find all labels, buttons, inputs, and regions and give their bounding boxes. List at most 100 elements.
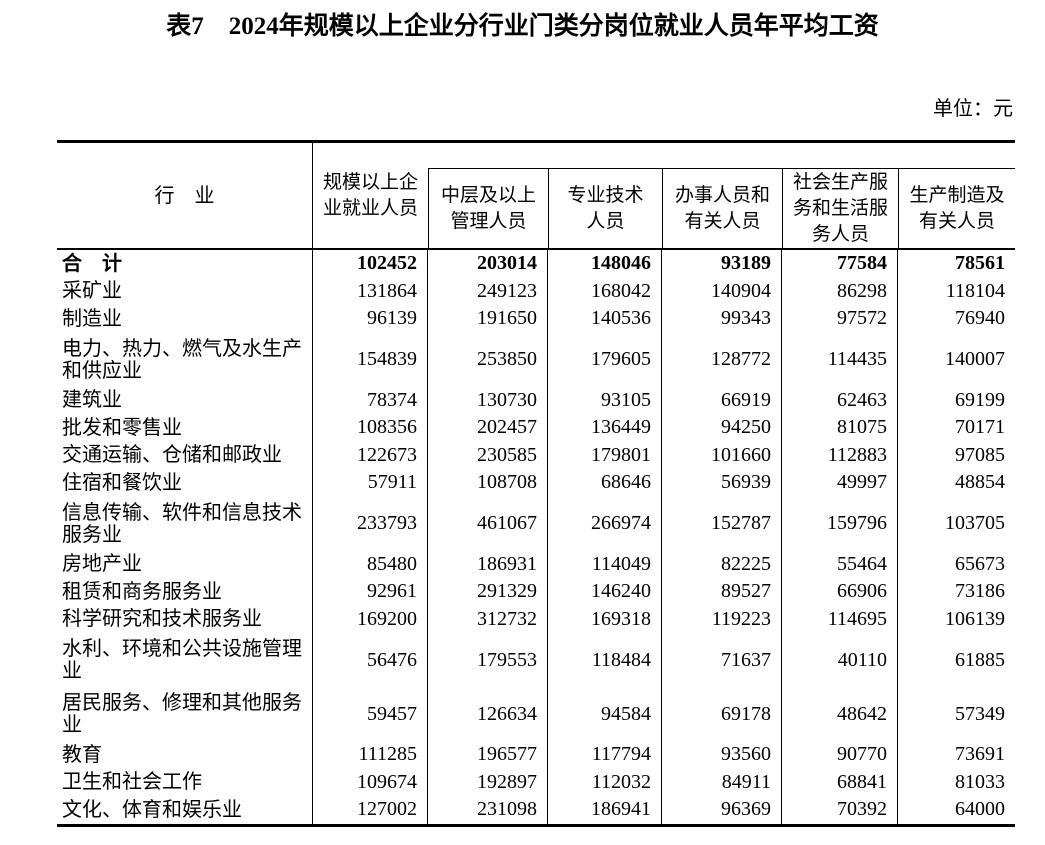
- industry-cell: 电力、热力、燃气及水生产 和供应业: [57, 332, 313, 387]
- wage-table: 行 业 规模以上企 业就业人员 中层及以上 管理人员 专业技术 人员 办事人员和…: [57, 140, 1015, 827]
- value-cell: 101660: [662, 441, 782, 469]
- value-cell: 266974: [548, 496, 662, 551]
- value-cell: 130730: [428, 386, 548, 414]
- value-cell: 127002: [313, 796, 428, 824]
- value-cell: 97085: [955, 443, 1005, 466]
- value-cell: 114435: [782, 332, 898, 387]
- table-row: 租赁和商务服务业 92961 291329 146240 89527 66906 73186: [57, 578, 1015, 606]
- value-cell: 40110: [782, 633, 898, 687]
- value-cell: 93560: [662, 741, 782, 769]
- value-cell: 118104: [945, 279, 1005, 302]
- value-cell: 136449: [548, 414, 662, 442]
- value-cell: 186941: [548, 796, 662, 824]
- value-cell: 71637: [662, 633, 782, 687]
- table-row: 居民服务、修理和其他服务 业 59457 126634 94584 69178 48642…: [57, 687, 1015, 741]
- value-cell: 112883: [782, 441, 898, 469]
- value-cell: 55464: [782, 550, 898, 578]
- value-cell: 76940: [955, 307, 1005, 330]
- value-cell: 179801: [548, 441, 662, 469]
- value-cell: 154839: [313, 332, 428, 387]
- value-cell: 56476: [313, 633, 428, 687]
- table-row: 交通运输、仓储和邮政业 122673 230585 179801 101660 11288…: [57, 441, 1015, 469]
- value-cell: 48854: [955, 471, 1005, 494]
- table-row: 制造业 96139 191650 140536 99343 97572 76940: [57, 305, 1015, 333]
- industry-cell: 采矿业: [57, 277, 313, 305]
- value-cell: 196577: [428, 741, 548, 769]
- column-header-managers: 中层及以上 管理人员: [428, 169, 548, 249]
- unit-label: 单位：元: [933, 98, 1013, 120]
- value-cell: 312732: [428, 605, 548, 633]
- value-cell: 140007: [945, 348, 1005, 370]
- value-cell: 66919: [662, 386, 782, 414]
- value-cell: 117794: [548, 741, 662, 769]
- value-cell: 69178: [662, 687, 782, 741]
- value-cell: 56939: [662, 469, 782, 497]
- table-row: 建筑业 78374 130730 93105 66919 62463 69199: [57, 386, 1015, 414]
- industry-cell: 批发和零售业: [57, 414, 313, 442]
- value-cell: 59457: [313, 687, 428, 741]
- value-cell: 461067: [428, 496, 548, 551]
- value-cell: 70392: [782, 796, 898, 824]
- value-cell: 128772: [662, 332, 782, 387]
- table-header: 行 业 规模以上企 业就业人员 中层及以上 管理人员 专业技术 人员 办事人员和…: [57, 140, 1015, 250]
- value-cell: 191650: [428, 305, 548, 333]
- value-cell: 90770: [782, 741, 898, 769]
- value-cell: 93105: [548, 386, 662, 414]
- table-row: 合 计 102452 203014 148046 93189 77584 78561: [57, 250, 1015, 278]
- column-header-technical: 专业技术 人员: [548, 169, 662, 249]
- value-cell: 146240: [548, 578, 662, 606]
- value-cell: 86298: [782, 277, 898, 305]
- value-cell: 78374: [313, 386, 428, 414]
- value-cell: 64000: [955, 798, 1005, 821]
- value-cell: 49997: [782, 469, 898, 497]
- column-header-production: 生产制造及 有关人员: [898, 169, 1015, 249]
- column-header-clerical: 办事人员和 有关人员: [662, 169, 782, 249]
- table-row: 科学研究和技术服务业 169200 312732 169318 119223 114695…: [57, 605, 1015, 633]
- value-cell: 73186: [955, 580, 1005, 603]
- value-cell: 202457: [428, 414, 548, 442]
- value-cell: 148046: [548, 250, 662, 278]
- value-cell: 152787: [662, 496, 782, 551]
- value-cell: 192897: [428, 768, 548, 796]
- value-cell: 99343: [662, 305, 782, 333]
- value-cell: 168042: [548, 277, 662, 305]
- value-cell: 69199: [955, 388, 1005, 411]
- value-cell: 82225: [662, 550, 782, 578]
- value-cell: 140904: [662, 277, 782, 305]
- value-cell: 84911: [662, 768, 782, 796]
- value-cell: 96139: [313, 305, 428, 333]
- industry-cell: 租赁和商务服务业: [57, 578, 313, 606]
- industry-cell: 建筑业: [57, 386, 313, 414]
- table-row: 批发和零售业 108356 202457 136449 94250 81075 70171: [57, 414, 1015, 442]
- table-row: 房地产业 85480 186931 114049 82225 55464 65673: [57, 550, 1015, 578]
- value-cell: 93189: [662, 250, 782, 278]
- value-cell: 186931: [428, 550, 548, 578]
- industry-cell: 住宿和餐饮业: [57, 469, 313, 497]
- value-cell: 89527: [662, 578, 782, 606]
- value-cell: 102452: [313, 250, 428, 278]
- value-cell: 94584: [548, 687, 662, 741]
- table-row: 采矿业 131864 249123 168042 140904 86298 118104: [57, 277, 1015, 305]
- industry-cell: 交通运输、仓储和邮政业: [57, 441, 313, 469]
- value-cell: 109674: [313, 768, 428, 796]
- value-cell: 70171: [955, 416, 1005, 439]
- value-cell: 231098: [428, 796, 548, 824]
- table-body: 合 计 102452 203014 148046 93189 77584 78561 采矿业 1…: [57, 250, 1015, 827]
- value-cell: 66906: [782, 578, 898, 606]
- value-cell: 81033: [955, 770, 1005, 793]
- value-cell: 179553: [428, 633, 548, 687]
- table-row: 水利、环境和公共设施管理 业 56476 179553 118484 71637 4011…: [57, 633, 1015, 687]
- industry-cell: 制造业: [57, 305, 313, 333]
- table-row: 电力、热力、燃气及水生产 和供应业 154839 253850 179605 12877…: [57, 332, 1015, 387]
- value-cell: 57349: [955, 702, 1005, 725]
- position-header-group: 中层及以上 管理人员 专业技术 人员 办事人员和 有关人员 社会生产服 务和生活…: [428, 168, 1015, 249]
- industry-cell: 卫生和社会工作: [57, 768, 313, 796]
- value-cell: 73691: [955, 743, 1005, 766]
- column-header-industry: 行 业: [57, 143, 313, 248]
- value-cell: 131864: [313, 277, 428, 305]
- value-cell: 96369: [662, 796, 782, 824]
- value-cell: 94250: [662, 414, 782, 442]
- value-cell: 78561: [955, 252, 1005, 275]
- value-cell: 169200: [313, 605, 428, 633]
- industry-cell: 房地产业: [57, 550, 313, 578]
